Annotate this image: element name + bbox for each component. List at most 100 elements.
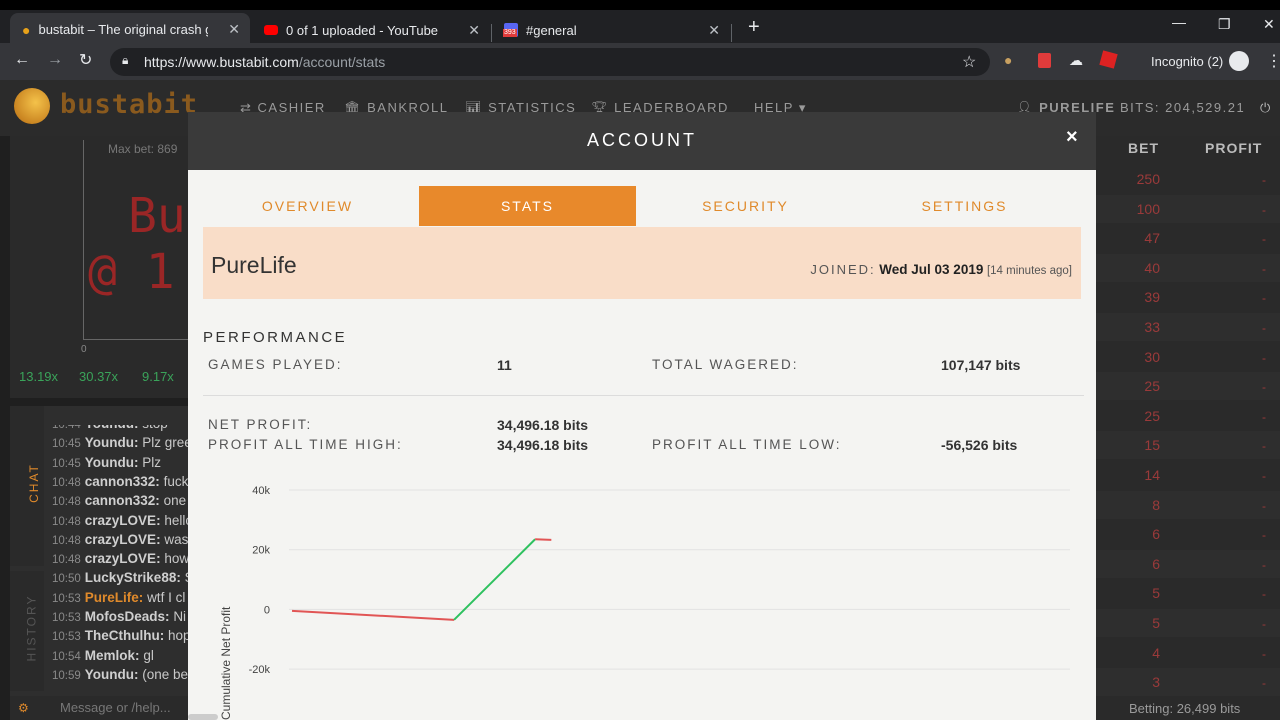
nav-cashier[interactable]: ⇄ CASHIER [240, 100, 326, 115]
chat-user[interactable]: Youndu: [84, 435, 139, 451]
bet-amount: 14 [1144, 467, 1160, 483]
user-summary-bar: PureLife JOINED: Wed Jul 03 2019 [14 min… [203, 227, 1081, 299]
bet-row [1095, 431, 1280, 460]
chat-user[interactable]: cannon332: [84, 493, 160, 509]
chat-time: 10:53 [52, 631, 81, 644]
bet-profit: - [1262, 173, 1266, 187]
recent-crash[interactable]: 9.17x [142, 369, 174, 384]
chat-time: 10:48 [52, 515, 81, 528]
y-tick-label: 40k [252, 485, 270, 497]
close-tab-icon[interactable]: ✕ [228, 21, 240, 37]
nav-leaderboard[interactable]: 🏆︎ LEADERBOARD [591, 100, 729, 115]
chat-tab[interactable]: CHAT [10, 406, 44, 566]
chat-user[interactable]: MofosDeads: [84, 609, 170, 624]
user-menu[interactable]: 👤︎ PURELIFE [1016, 100, 1116, 115]
address-bar[interactable]: 🔒︎ https://www.bustabit.com/account/stat… [110, 48, 990, 76]
chat-text: fuck [163, 473, 189, 489]
cookie-extension-icon[interactable]: ● [1004, 52, 1013, 68]
chat-user[interactable]: crazyLOVE: [84, 512, 161, 528]
bet-row [1095, 342, 1280, 371]
forward-arrow-icon[interactable]: → [47, 51, 63, 68]
nav-help[interactable]: HELP ▾ [754, 100, 807, 115]
profit-chart: 40k 20k 0 -20k Cumulative Net Profit [219, 485, 1070, 720]
chat-time: 10:44 [52, 419, 81, 431]
tab-title: #general [526, 22, 577, 38]
chat-user[interactable]: crazyLOVE: [84, 551, 161, 567]
new-tab-button[interactable]: + [748, 16, 760, 38]
tab-overview[interactable]: OVERVIEW [261, 198, 354, 214]
chat-user[interactable]: LuckyStrike88: [84, 570, 181, 586]
window-close-button[interactable]: ✕ [1263, 16, 1275, 32]
back-arrow-icon[interactable]: ← [14, 51, 30, 68]
roblox-extension-icon[interactable] [1099, 50, 1118, 69]
bet-profit: - [1262, 261, 1266, 276]
profit-column-header: PROFIT [1205, 140, 1263, 156]
reload-icon[interactable]: ↻ [79, 52, 93, 69]
modal-header: ACCOUNT × [188, 112, 1096, 170]
bet-row [1095, 461, 1280, 489]
shield-extension-icon[interactable] [1038, 53, 1051, 68]
chat-user[interactable]: cannon332: [84, 473, 160, 489]
bustabit-logo-icon[interactable] [14, 88, 50, 124]
bet-amount: 25 [1144, 378, 1160, 395]
bet-row [1095, 283, 1280, 312]
bet-row [1095, 372, 1280, 401]
history-tab[interactable]: HISTORY [10, 571, 44, 691]
menu-dots-icon[interactable]: ⋮ [1266, 53, 1280, 70]
chat-time: 10:50 [52, 573, 81, 586]
chat-user[interactable]: Youndu: [84, 666, 139, 682]
bet-amount: 5 [1152, 585, 1160, 602]
browser-tab-strip: ● bustabit – The original crash gam ✕ 0 … [0, 0, 1280, 46]
tab-stats[interactable]: STATS [419, 186, 636, 226]
close-icon[interactable]: × [1066, 126, 1078, 148]
gear-icon[interactable]: ⚙ [18, 701, 29, 715]
close-tab-icon[interactable]: ✕ [468, 21, 480, 38]
bet-row [1095, 224, 1280, 253]
account-username: PureLife [211, 252, 297, 278]
tab-settings[interactable]: SETTINGS [921, 198, 1008, 214]
chat-message: 10:45 Youndu: Plz [52, 455, 190, 470]
bet-profit: - [1262, 557, 1266, 572]
close-tab-icon[interactable]: ✕ [708, 21, 720, 38]
bookmark-star-icon[interactable]: ☆ [962, 54, 977, 71]
chat-user[interactable]: Youndu: [85, 425, 139, 431]
bet-row [1095, 638, 1280, 667]
horizontal-scrollbar[interactable] [188, 714, 218, 720]
nav-bankroll[interactable]: 🏛︎ BANKROLL [344, 100, 449, 115]
recent-crash[interactable]: 30.37x [79, 369, 119, 384]
graph-axis [83, 339, 193, 340]
browser-tab-general[interactable]: 393 #general ✕ [492, 15, 730, 45]
chat-text: wtf I cl [147, 589, 186, 605]
chat-time: 10:59 [52, 669, 81, 682]
chat-user[interactable]: TheCthulhu: [84, 628, 165, 644]
chat-user[interactable]: PureLife: [84, 589, 144, 605]
maximize-button[interactable]: ❐ [1218, 16, 1231, 32]
chat-time: 10:54 [52, 650, 81, 663]
browser-tab-bustabit[interactable]: ● bustabit – The original crash gam ✕ [10, 13, 250, 46]
chat-message-input[interactable]: Message or /help... [60, 700, 171, 715]
nav-statistics[interactable]: 📊︎ STATISTICS [465, 100, 577, 115]
chat-text: Plz [142, 454, 162, 470]
total-wagered-label: TOTAL WAGERED: [652, 357, 799, 372]
modal-title: ACCOUNT [587, 130, 697, 150]
browser-tab-youtube[interactable]: 0 of 1 uploaded - YouTube ✕ [252, 15, 490, 45]
chat-time: 10:53 [52, 592, 81, 605]
tab-security[interactable]: SECURITY [702, 198, 789, 214]
axis-zero-label: 0 [81, 344, 87, 355]
cloud-extension-icon[interactable]: ☁ [1069, 52, 1083, 68]
bet-row [1095, 579, 1280, 608]
power-icon[interactable]: ⏻ [1260, 100, 1272, 115]
chat-user[interactable]: Youndu: [84, 454, 139, 470]
incognito-label[interactable]: Incognito (2) [1151, 54, 1224, 69]
profit-low-label: PROFIT ALL TIME LOW: [652, 437, 842, 452]
minimize-button[interactable]: — [1172, 14, 1186, 30]
chat-user[interactable]: Memlok: [84, 647, 140, 663]
profit-line-segment [535, 538, 552, 541]
logo-text[interactable]: bustabit [60, 89, 199, 120]
bits-balance: BITS: 204,529.21 [1120, 100, 1246, 115]
bet-row [1095, 609, 1280, 637]
incognito-avatar-icon[interactable] [1229, 51, 1249, 71]
recent-crash[interactable]: 13.19x [19, 369, 59, 384]
chat-user[interactable]: crazyLOVE: [84, 531, 161, 547]
